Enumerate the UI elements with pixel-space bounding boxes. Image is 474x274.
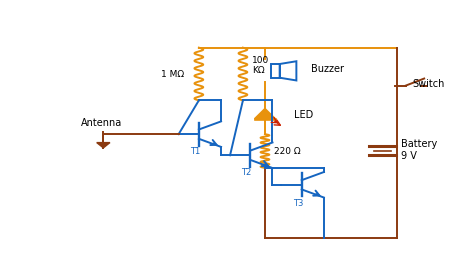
Text: 1 MΩ: 1 MΩ (161, 70, 184, 79)
Text: Buzzer: Buzzer (311, 64, 344, 74)
Text: T2: T2 (241, 168, 252, 177)
Text: 220 Ω: 220 Ω (274, 147, 301, 156)
Polygon shape (97, 142, 110, 148)
Text: Switch: Switch (412, 79, 444, 89)
Text: Antenna: Antenna (81, 118, 122, 128)
Text: T3: T3 (293, 199, 303, 209)
Polygon shape (255, 109, 275, 119)
Text: Battery
9 V: Battery 9 V (401, 139, 437, 161)
Text: 100
KΩ: 100 KΩ (252, 56, 269, 75)
Text: T1: T1 (190, 147, 201, 156)
Text: LED: LED (294, 110, 314, 120)
